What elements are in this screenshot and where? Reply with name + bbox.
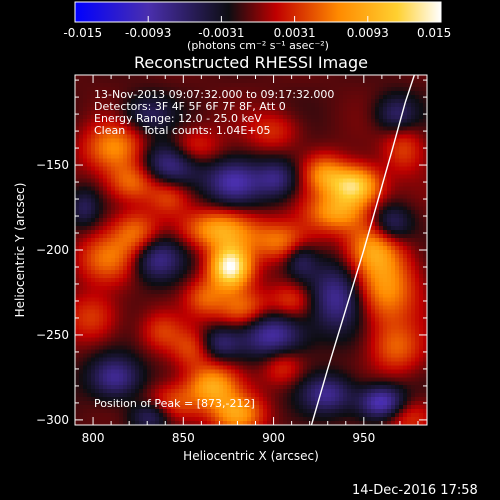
x-tick-labels: 800 850 900 950 <box>0 432 500 446</box>
axis-ticks <box>74 75 427 425</box>
x-tick-label: 950 <box>352 431 376 445</box>
colorbar-tick-label: 0.0031 <box>273 26 316 40</box>
colorbar-unit-label: (photons cm⁻² s⁻¹ asec⁻²) <box>187 39 329 52</box>
y-axis-label: Heliocentric Y (arcsec) <box>13 182 27 318</box>
y-tick-label: −250 <box>36 327 69 342</box>
annotation-detectors: Detectors: 3F 4F 5F 6F 7F 8F, Att 0 <box>94 100 286 113</box>
solar-limb-curve <box>310 74 416 426</box>
y-tick-labels: −150 −200 −250 −300 <box>0 0 75 500</box>
y-tick-label: −300 <box>36 412 69 427</box>
footer-datetime: 14-Dec-2016 17:58 <box>352 483 478 498</box>
y-tick-label: −150 <box>36 158 69 173</box>
heatmap-image <box>75 75 427 425</box>
annotation-block: 13-Nov-2013 09:07:32.000 to 09:17:32.000… <box>94 89 334 137</box>
colorbar-ticks <box>74 16 442 22</box>
colorbar-tick-label: -0.0031 <box>198 26 245 40</box>
x-tick-label: 900 <box>262 431 286 445</box>
colorbar-tick-label: -0.015 <box>63 26 103 40</box>
x-axis-label: Heliocentric X (arcsec) <box>183 449 319 463</box>
x-tick-label: 800 <box>81 431 105 445</box>
peak-position-label: Position of Peak = [873,-212] <box>94 397 255 410</box>
chart-title: Reconstructed RHESSI Image <box>134 53 368 72</box>
colorbar-tick-label: 0.015 <box>416 26 452 40</box>
y-tick-label: −200 <box>36 243 69 257</box>
annotation-energy-range: Energy Range: 12.0 - 25.0 keV <box>94 112 262 125</box>
annotation-clean-counts: Clean Total counts: 1.04E+05 <box>94 124 271 137</box>
colorbar-gradient <box>74 1 442 23</box>
colorbar <box>74 1 442 23</box>
x-tick-label: 850 <box>171 431 195 445</box>
colorbar-tick-label: -0.0093 <box>125 26 172 40</box>
colorbar-tick-labels: -0.015 -0.0093 -0.0031 0.0031 0.0093 0.015 <box>0 27 500 41</box>
colorbar-tick-label: 0.0093 <box>346 26 389 40</box>
annotation-time-range: 13-Nov-2013 09:07:32.000 to 09:17:32.000 <box>94 88 335 101</box>
